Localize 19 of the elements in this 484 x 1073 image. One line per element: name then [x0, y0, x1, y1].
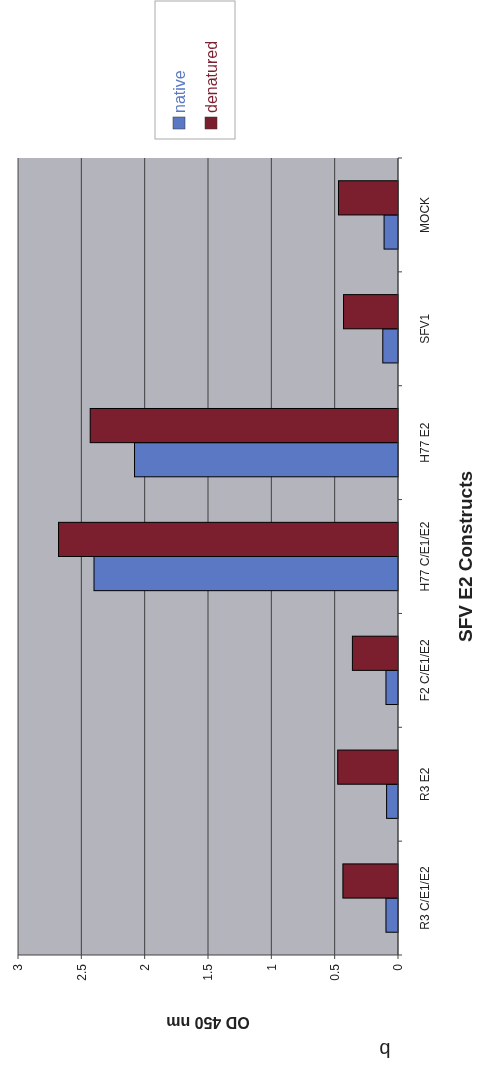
- x-tick-label: 2.5: [74, 963, 89, 981]
- x-tick-label: 1: [264, 963, 279, 971]
- y-tick-label: H77 C/E1/E2: [418, 521, 433, 592]
- x-tick-label: 3: [11, 963, 26, 971]
- text: denatured: [202, 40, 220, 113]
- y-tick-label: F2 C/E1/E2: [418, 639, 433, 702]
- x-tick-label: 1.5: [201, 963, 216, 981]
- y-tick-label: H77 E2: [418, 422, 433, 463]
- y-tick-label: MOCK: [418, 196, 433, 233]
- text: native: [170, 70, 188, 113]
- x-tick-label: 0: [391, 963, 406, 971]
- y-tick-label: R3 C/E1/E2: [418, 866, 433, 930]
- x-tick-label: 0.5: [327, 963, 342, 981]
- y-tick-label: SFV1: [418, 313, 433, 344]
- x-axis-title: OD 450 nm: [166, 1014, 250, 1032]
- text: b: [379, 1039, 391, 1061]
- y-axis-title: SFV E2 Constructs: [454, 470, 476, 643]
- x-tick-label: 2: [137, 963, 152, 971]
- y-tick-label: R3 E2: [418, 767, 433, 801]
